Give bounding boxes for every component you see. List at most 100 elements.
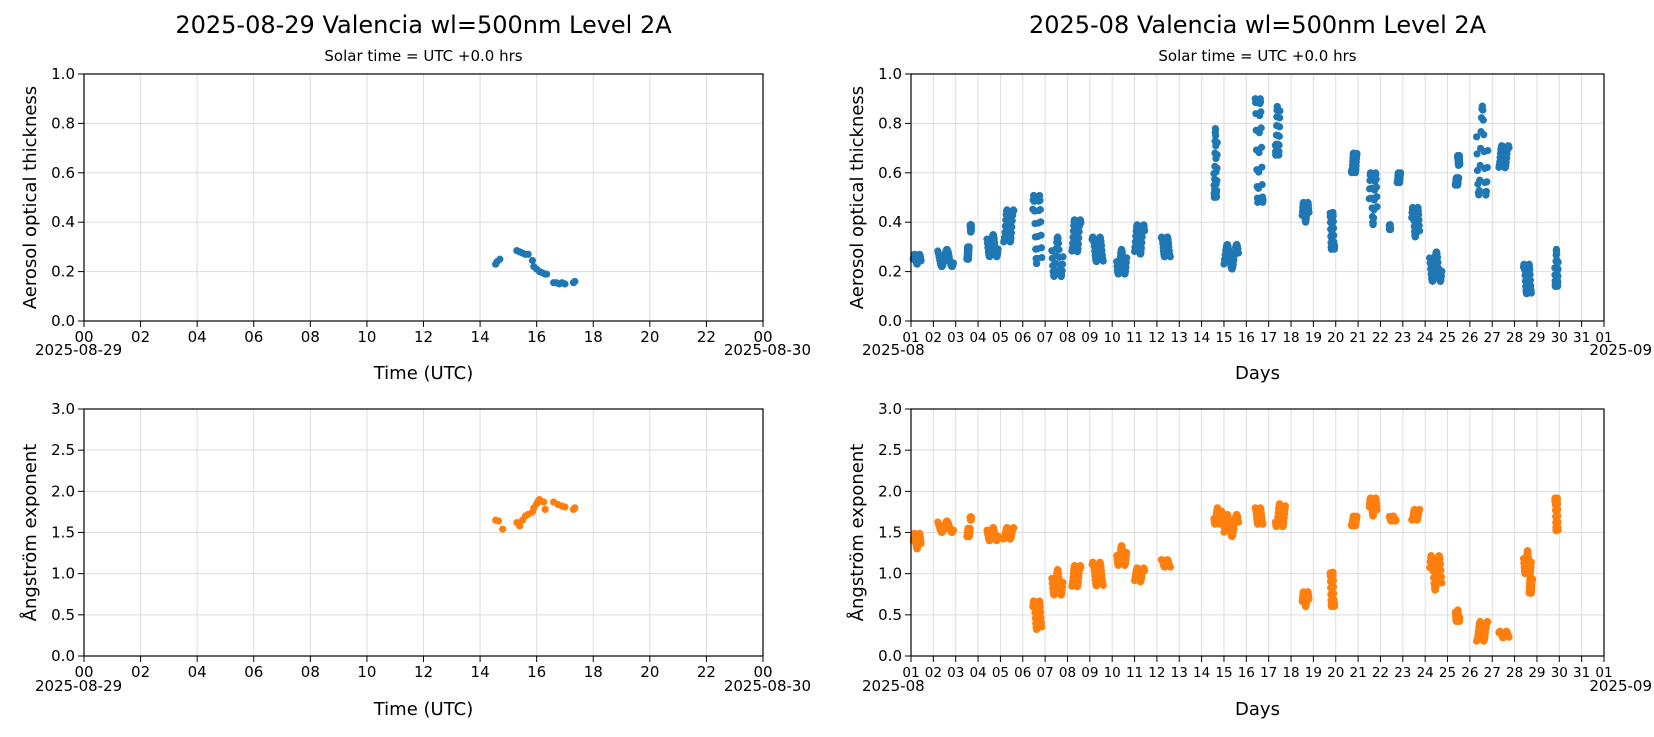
data-point bbox=[1033, 259, 1041, 268]
data-point bbox=[516, 522, 524, 530]
data-point bbox=[1329, 224, 1338, 232]
data-point bbox=[1484, 146, 1492, 155]
data-point bbox=[1528, 576, 1537, 584]
x-tick-label: 04 bbox=[188, 663, 207, 681]
data-point bbox=[571, 277, 579, 286]
y-tick-label: 1.0 bbox=[878, 565, 902, 583]
x-tick-label: 06 bbox=[1014, 665, 1031, 681]
x-tick-label: 06 bbox=[244, 663, 263, 681]
data-point bbox=[1438, 267, 1446, 275]
x-tick-label: 05 bbox=[992, 665, 1009, 681]
y-tick-label: 0.6 bbox=[878, 164, 902, 182]
x-tick-label: 14 bbox=[471, 328, 490, 346]
x-tick-label: 18 bbox=[1282, 330, 1299, 346]
x-tick-label: 25 bbox=[1439, 330, 1456, 346]
x-tick-label: 23 bbox=[1394, 330, 1411, 346]
x-tick-label: 19 bbox=[1305, 665, 1322, 681]
data-points bbox=[492, 495, 579, 533]
x-tick-label: 17 bbox=[1260, 665, 1277, 681]
data-point bbox=[1212, 132, 1220, 140]
x-tick-label: 12 bbox=[414, 663, 433, 681]
data-point bbox=[1436, 560, 1445, 568]
x-tick-label: 04 bbox=[188, 328, 207, 346]
x-tick-label: 04 bbox=[969, 330, 986, 346]
panel-2: 01 02 03 04 05 06 07 08 09 10 11 12 13 14 15 16 17 18 19 20… bbox=[847, 11, 1652, 384]
data-point bbox=[917, 539, 925, 548]
y-tick-label: 0.5 bbox=[51, 606, 75, 624]
data-point bbox=[1483, 178, 1491, 186]
data-point bbox=[1482, 187, 1491, 196]
data-point bbox=[1330, 231, 1338, 240]
data-point bbox=[1526, 271, 1534, 279]
x-offset-end-label: 2025-09 bbox=[1589, 677, 1652, 695]
data-point bbox=[1527, 558, 1535, 566]
data-point bbox=[1037, 613, 1045, 622]
chart-subtitle: Solar time = UTC +0.0 hrs bbox=[324, 47, 522, 65]
data-point bbox=[1166, 253, 1174, 261]
y-tick-label: 3.0 bbox=[51, 400, 75, 418]
x-tick-label: 20 bbox=[640, 328, 659, 346]
data-point bbox=[561, 280, 569, 288]
data-point bbox=[1074, 240, 1082, 248]
panel-1: 00 02 04 06 08 10 12 14 16 18 20 22 000.00.20.40.60.… bbox=[20, 11, 811, 384]
data-point bbox=[1259, 196, 1267, 204]
data-point bbox=[1437, 566, 1445, 574]
y-tick-label: 1.0 bbox=[878, 65, 902, 83]
data-point bbox=[1331, 242, 1339, 250]
data-point bbox=[1353, 149, 1361, 158]
data-point bbox=[542, 270, 551, 278]
data-point bbox=[1099, 581, 1107, 590]
data-point bbox=[1275, 123, 1284, 131]
data-point bbox=[1475, 186, 1483, 195]
data-point bbox=[1138, 233, 1146, 241]
x-tick-label: 31 bbox=[1573, 665, 1590, 681]
data-point bbox=[1141, 227, 1149, 235]
x-offset-start-label: 2025-08-29 bbox=[35, 677, 122, 695]
x-tick-label: 22 bbox=[697, 328, 716, 346]
data-point bbox=[1257, 108, 1265, 116]
y-tick-label: 2.0 bbox=[51, 482, 75, 500]
x-tick-label: 16 bbox=[527, 328, 546, 346]
x-tick-label: 02 bbox=[925, 665, 942, 681]
data-point bbox=[1373, 506, 1381, 514]
data-point bbox=[1330, 590, 1338, 598]
data-point bbox=[1038, 253, 1046, 262]
data-point bbox=[1373, 193, 1381, 201]
x-tick-label: 02 bbox=[131, 328, 150, 346]
x-tick-label: 26 bbox=[1461, 665, 1478, 681]
data-point bbox=[1099, 257, 1107, 265]
data-point bbox=[1329, 212, 1337, 220]
x-tick-label: 02 bbox=[131, 663, 150, 681]
data-point bbox=[494, 517, 503, 525]
x-tick-label: 01 bbox=[902, 330, 919, 346]
data-point bbox=[1077, 219, 1085, 227]
x-tick-label: 09 bbox=[1081, 330, 1098, 346]
panel-4: 01 02 03 04 05 06 07 08 09 10 11 12 13 14 15 16 17 18 19 20… bbox=[846, 400, 1652, 720]
data-points bbox=[909, 494, 1562, 645]
data-point bbox=[1554, 512, 1562, 520]
y-axis-label: Ångström exponent bbox=[846, 444, 868, 622]
data-point bbox=[1415, 222, 1423, 230]
data-point bbox=[1036, 206, 1044, 214]
x-offset-end-label: 2025-08-30 bbox=[724, 677, 811, 695]
data-point bbox=[1038, 623, 1046, 631]
data-point bbox=[1256, 98, 1265, 106]
y-tick-label: 0.0 bbox=[51, 647, 75, 665]
data-point bbox=[1030, 192, 1038, 200]
data-point bbox=[1010, 207, 1018, 215]
x-tick-label: 04 bbox=[969, 665, 986, 681]
x-tick-label: 22 bbox=[1372, 665, 1389, 681]
data-point bbox=[1305, 595, 1313, 603]
data-point bbox=[1483, 163, 1491, 172]
x-tick-label: 25 bbox=[1439, 665, 1456, 681]
data-point bbox=[1370, 214, 1378, 222]
data-point bbox=[1392, 516, 1400, 524]
x-tick-label: 11 bbox=[1126, 665, 1143, 681]
x-axis-label: Days bbox=[1235, 699, 1280, 720]
data-point bbox=[1276, 107, 1284, 115]
y-tick-label: 2.5 bbox=[878, 441, 902, 459]
data-point bbox=[965, 243, 973, 251]
data-point bbox=[540, 498, 548, 506]
data-point bbox=[1058, 260, 1067, 268]
